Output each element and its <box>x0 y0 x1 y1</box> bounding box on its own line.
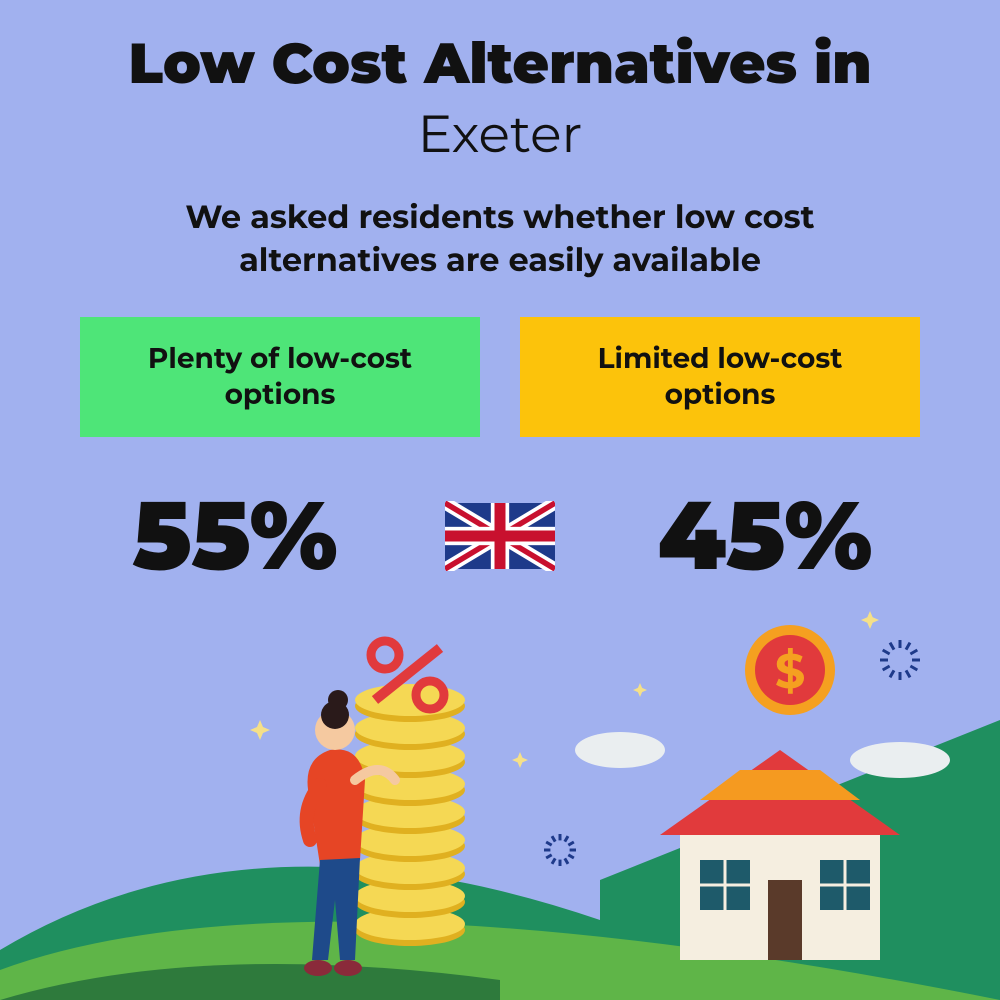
option-boxes: Plenty of low-cost options Limited low-c… <box>0 317 1000 437</box>
uk-flag-icon <box>445 501 555 571</box>
option-box-limited: Limited low-cost options <box>520 317 920 437</box>
option-label: Plenty of low-cost options <box>110 341 450 414</box>
stats-row: 55% 45% <box>0 477 1000 594</box>
title-line1: Low Cost Alternatives in <box>0 30 1000 98</box>
stat-left: 55% <box>65 477 405 594</box>
subtitle: We asked residents whether low cost alte… <box>110 196 890 282</box>
stat-right: 45% <box>595 477 935 594</box>
svg-text:$: $ <box>775 643 806 701</box>
option-label: Limited low-cost options <box>550 341 890 414</box>
title-line2: Exeter <box>0 103 1000 166</box>
infographic-content: Low Cost Alternatives in Exeter We asked… <box>0 0 1000 1000</box>
option-box-plenty: Plenty of low-cost options <box>80 317 480 437</box>
illustration: $ <box>0 600 1000 1000</box>
